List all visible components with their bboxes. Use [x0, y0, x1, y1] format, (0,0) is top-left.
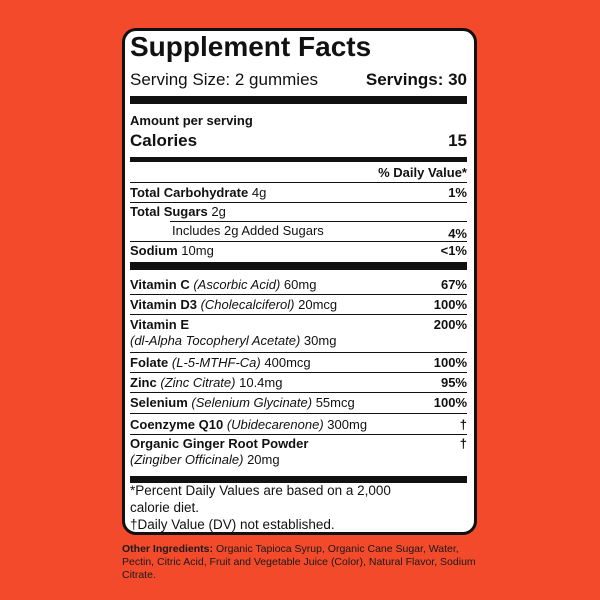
- title: Supplement Facts: [130, 31, 372, 62]
- rule: [130, 392, 467, 393]
- row-amount: 60mg: [283, 277, 317, 292]
- servings: Servings: 30: [365, 70, 467, 89]
- other-ingredients: Other Ingredients: Organic Tapioca Syrup…: [122, 543, 482, 582]
- row-amount: 20mcg: [298, 297, 338, 312]
- row-dv: 100%: [433, 395, 467, 410]
- row-amount: 4g: [251, 185, 267, 200]
- row: Coenzyme Q10 (Ubidecarenone) 300mg: [130, 417, 467, 433]
- rule: [130, 294, 467, 295]
- rule: [130, 352, 467, 353]
- row: Total Sugars 2g: [130, 204, 467, 220]
- row-dv: 100%: [433, 355, 467, 370]
- row-name: Organic Ginger Root Powder: [130, 436, 309, 451]
- rule: [130, 476, 467, 483]
- row-amount: 20mg: [247, 452, 280, 467]
- footnote: *Percent Daily Values are based on a 2,0…: [130, 483, 391, 515]
- rule: [130, 202, 467, 203]
- serving-size: Serving Size: 2 gummies: [130, 70, 319, 89]
- row-dv: 4%: [448, 226, 467, 241]
- row-amount: 10.4mg: [239, 375, 283, 390]
- row: Zinc (Zinc Citrate) 10.4mg: [130, 375, 467, 391]
- row-dv: 67%: [440, 277, 467, 292]
- rule: [130, 182, 467, 183]
- row: Sodium 10mg: [130, 243, 467, 259]
- row-name: Total Sugars: [130, 204, 208, 219]
- row-detail: (Zinc Citrate): [160, 375, 236, 390]
- dv-header: % Daily Value*: [378, 165, 467, 180]
- row: Vitamin C (Ascorbic Acid) 60mg: [130, 277, 467, 293]
- row-amount: 30mg: [303, 333, 337, 348]
- row-name: Folate: [130, 355, 169, 370]
- row: Organic Ginger Root Powder (Zingiber Offi…: [130, 436, 467, 468]
- row-detail: (Selenium Glycinate): [191, 395, 313, 410]
- row-dv: †: [459, 417, 467, 432]
- row-name: Selenium: [130, 395, 188, 410]
- row-dv: †: [459, 436, 467, 451]
- row-amount: 55mcg: [315, 395, 355, 410]
- row-name: Vitamin D3: [130, 297, 197, 312]
- row-detail: (L-5-MTHF-Ca): [171, 355, 261, 370]
- row-name: Vitamin E: [130, 317, 190, 332]
- amount-per-serving: Amount per serving: [130, 113, 253, 128]
- rule: [130, 314, 467, 315]
- row-dv: <1%: [440, 243, 467, 258]
- rule: [130, 157, 467, 162]
- row-name: Total Carbohydrate: [130, 185, 249, 200]
- row-detail: (Cholecalciferol): [200, 297, 295, 312]
- row: Vitamin E (dl-Alpha Tocopheryl Acetate) 3…: [130, 317, 467, 349]
- row-amount: 400mcg: [264, 355, 311, 370]
- row-text: Includes 2g Added Sugars: [172, 223, 324, 238]
- row-name: Zinc: [130, 375, 157, 390]
- rule: [130, 372, 467, 373]
- row-name: Coenzyme Q10: [130, 417, 224, 432]
- row: Total Carbohydrate 4g: [130, 185, 467, 201]
- row-detail: (Ascorbic Acid): [193, 277, 281, 292]
- rule: [130, 413, 467, 414]
- row-dv: 95%: [440, 375, 467, 390]
- row: Vitamin D3 (Cholecalciferol) 20mcg: [130, 297, 467, 313]
- rule: [130, 262, 467, 270]
- rule: [130, 96, 467, 104]
- rule: [130, 241, 467, 242]
- calories-label: Calories: [130, 131, 198, 150]
- calories-value: 15: [448, 131, 467, 150]
- row-amount: 300mg: [327, 417, 368, 432]
- row-detail: (Ubidecarenone): [226, 417, 324, 432]
- row-amount: 10mg: [181, 243, 214, 258]
- row-detail: (dl-Alpha Tocopheryl Acetate): [130, 333, 301, 348]
- rule: [130, 434, 467, 435]
- other-ingredients-text: Organic Tapioca Syrup, Organic Cane Suga…: [122, 543, 476, 581]
- row-name: Sodium: [130, 243, 178, 258]
- footnote: †Daily Value (DV) not established.: [130, 517, 335, 532]
- rule: [170, 221, 467, 222]
- other-ingredients-label: Other Ingredients:: [122, 543, 214, 555]
- facts-panel: [122, 28, 477, 535]
- row-amount: 2g: [211, 204, 226, 219]
- row-name: Vitamin C: [130, 277, 190, 292]
- row-detail: (Zingiber Officinale): [130, 452, 244, 467]
- row-dv: 100%: [433, 297, 467, 312]
- row-dv: 200%: [433, 317, 467, 332]
- row: Folate (L-5-MTHF-Ca) 400mcg: [130, 355, 467, 371]
- row-dv: 1%: [448, 185, 467, 200]
- row: Selenium (Selenium Glycinate) 55mcg: [130, 395, 467, 411]
